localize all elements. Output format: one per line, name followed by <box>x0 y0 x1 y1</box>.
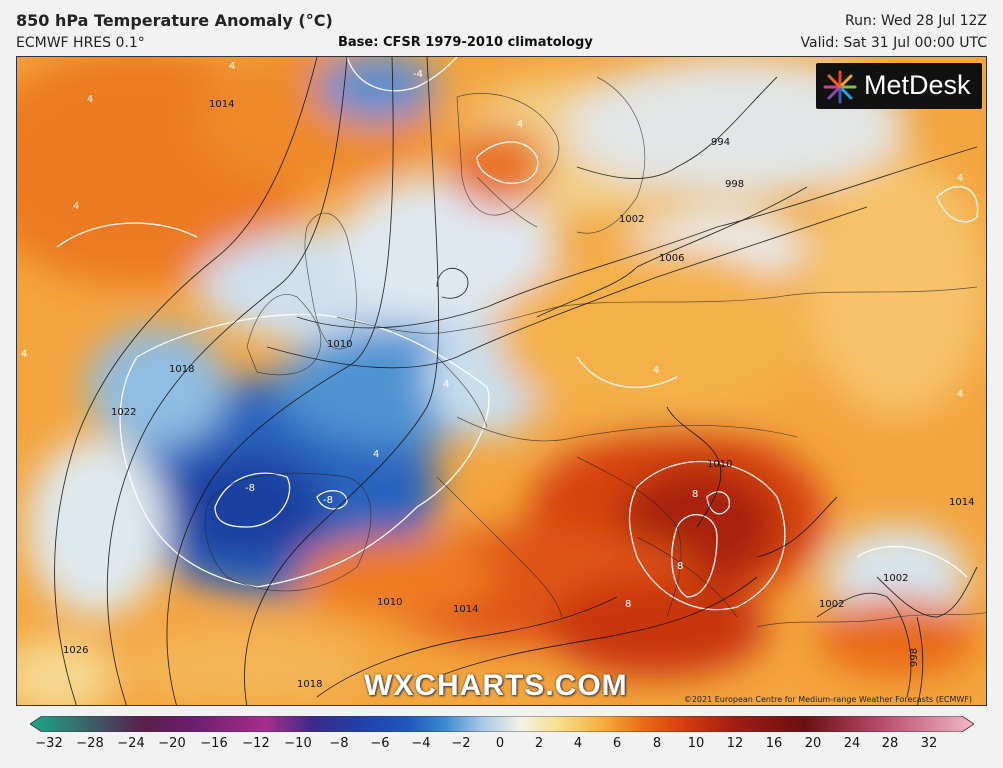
colorbar-tick: 6 <box>612 736 622 751</box>
anomaly-contours <box>56 57 979 611</box>
metdesk-logo-text: MetDesk <box>864 70 971 100</box>
anomaly-label: -4 <box>413 69 423 80</box>
isobar-label: 1010 <box>707 459 732 470</box>
isobar-label: 1014 <box>209 99 234 110</box>
map-canvas: 1014 1018 1022 1026 1010 1010 1014 1018 … <box>17 57 986 705</box>
isobar-label: 1022 <box>111 407 136 418</box>
isobar-label: 994 <box>711 137 730 148</box>
isobars <box>54 57 978 705</box>
metdesk-logo-icon <box>823 70 857 104</box>
colorbar-tick: −24 <box>117 736 145 751</box>
anomaly-label: -8 <box>323 495 333 506</box>
colorbar-tick: −2 <box>451 736 471 751</box>
metdesk-logo: MetDesk <box>816 63 982 109</box>
anomaly-label: 4 <box>21 349 27 360</box>
colorbar-tick: −4 <box>411 736 431 751</box>
colorbar-tick: −12 <box>242 736 270 751</box>
anomaly-label: 4 <box>653 365 659 376</box>
colorbar <box>30 716 974 732</box>
climatology-base: Base: CFSR 1979-2010 climatology <box>338 35 593 50</box>
colorbar-tick: 2 <box>534 736 544 751</box>
run-time: Run: Wed 28 Jul 12Z <box>845 13 987 29</box>
anomaly-label: 4 <box>229 61 235 72</box>
copyright-notice: ©2021 European Centre for Medium-range W… <box>683 695 972 704</box>
colorbar-tick: −28 <box>76 736 104 751</box>
anomaly-label: 4 <box>373 449 379 460</box>
anomaly-label: 4 <box>517 119 523 130</box>
anomaly-label: 8 <box>692 489 698 500</box>
isobar-label: 1010 <box>327 339 352 350</box>
anomaly-label: 8 <box>677 561 683 572</box>
anomaly-label: 8 <box>625 599 631 610</box>
isobar-label: 1002 <box>819 599 844 610</box>
colorbar-tick: 4 <box>573 736 583 751</box>
model-label: ECMWF HRES 0.1° <box>16 35 145 51</box>
anomaly-label: 4 <box>87 94 93 105</box>
isobar-label-layer: 1014 1018 1022 1026 1010 1010 1014 1018 … <box>63 99 974 690</box>
isobar-label: 998 <box>909 648 920 667</box>
colorbar-tick: 8 <box>652 736 662 751</box>
wxcharts-watermark: WXCHARTS.COM <box>364 669 628 702</box>
isobar-label: 1010 <box>377 597 402 608</box>
isobar-label: 1002 <box>883 573 908 584</box>
valid-time: Valid: Sat 31 Jul 00:00 UTC <box>800 35 987 51</box>
anomaly-label-layer: 4 4 4 -4 4 8 8 8 -8 -8 4 4 4 4 4 4 <box>21 61 963 610</box>
colorbar-tick: −8 <box>329 736 349 751</box>
colorbar-tick: −20 <box>158 736 186 751</box>
anomaly-label: -8 <box>245 483 255 494</box>
isobar-label: 1014 <box>453 604 478 615</box>
isobar-label: 1018 <box>169 364 194 375</box>
colorbar-tick: −6 <box>370 736 390 751</box>
anomaly-map: 1014 1018 1022 1026 1010 1010 1014 1018 … <box>16 56 987 706</box>
isobar-label: 998 <box>725 179 744 190</box>
isobar-label: 1002 <box>619 214 644 225</box>
colorbar-tick: 10 <box>687 736 705 751</box>
anomaly-label: 4 <box>73 201 79 212</box>
colorbar-tick: 0 <box>495 736 505 751</box>
anomaly-label: 4 <box>957 173 963 184</box>
isobar-label: 1026 <box>63 645 88 656</box>
isobar-label: 1018 <box>297 679 322 690</box>
colorbar-tick: 32 <box>920 736 938 751</box>
chart-title: 850 hPa Temperature Anomaly (°C) <box>16 11 333 30</box>
chart-header: 850 hPa Temperature Anomaly (°C) ECMWF H… <box>0 0 1003 56</box>
colorbar-tick: 12 <box>726 736 744 751</box>
isobar-label: 1006 <box>659 253 684 264</box>
anomaly-label: 4 <box>957 389 963 400</box>
colorbar-tick: −16 <box>200 736 228 751</box>
anomaly-label: 4 <box>443 379 449 390</box>
colorbar-ticks: −32 −28 −24 −20 −16 −12 −10 −8 −6 −4 −2 … <box>0 736 1003 760</box>
colorbar-tick: 20 <box>804 736 822 751</box>
colorbar-tick: −32 <box>35 736 63 751</box>
coastlines <box>204 76 986 628</box>
colorbar-tick: −10 <box>284 736 312 751</box>
isobar-label: 1014 <box>949 497 974 508</box>
colorbar-tick: 16 <box>765 736 783 751</box>
colorbar-tick: 24 <box>843 736 861 751</box>
colorbar-tick: 28 <box>881 736 899 751</box>
